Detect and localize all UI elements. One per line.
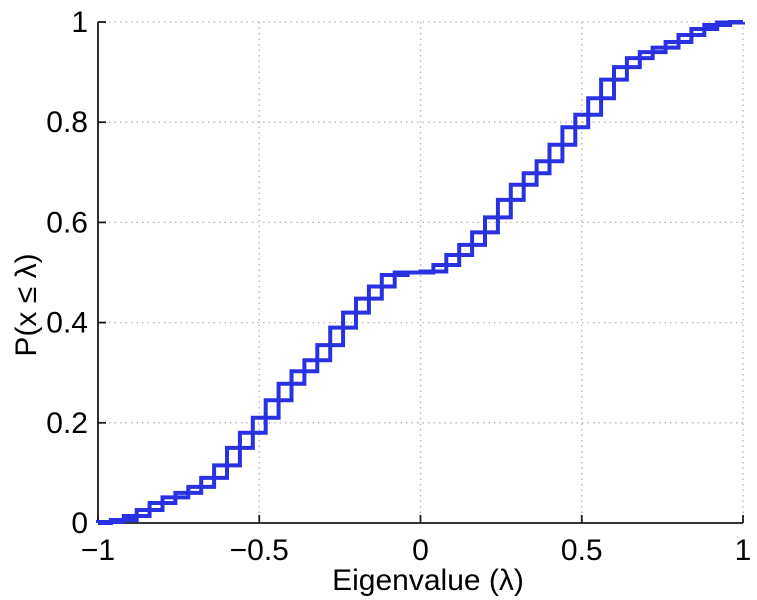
y-tick-label: 0 [71,507,88,540]
cdf-curves [96,20,745,525]
gridlines [98,21,744,523]
x-tick-label: 1 [735,534,752,567]
y-axis-label: P(x ≤ λ) [10,253,43,356]
cdf-curve-pre-step [96,20,743,524]
x-tick-label: −1 [81,534,115,567]
y-tick-label: 0.4 [46,307,88,340]
y-tick-label: 0.6 [46,206,88,239]
x-tick-label: 0 [412,534,429,567]
x-axis-label: Eigenvalue (λ) [332,564,524,597]
tick-marks [97,21,744,524]
y-tick-label: 0.8 [46,106,88,139]
y-tick-label: 0.2 [46,407,88,440]
y-tick-labels: 0 0.2 0.4 0.6 0.8 1 [46,6,88,540]
x-tick-label: −0.5 [230,534,289,567]
x-tick-label: 0.5 [561,534,603,567]
y-tick-label: 1 [71,6,88,39]
x-tick-labels: −1 −0.5 0 0.5 1 [81,534,751,567]
